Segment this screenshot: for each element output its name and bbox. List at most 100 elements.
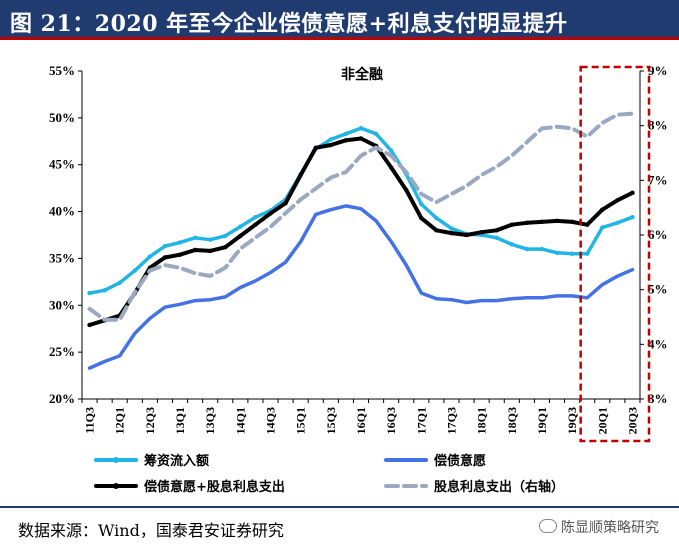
series-2-point [358, 136, 364, 141]
series-2-point [524, 220, 530, 226]
series-2-point [238, 233, 243, 239]
x-tick-label: 13Q3 [203, 407, 217, 434]
series-2-point [404, 187, 409, 193]
series-2-point [464, 232, 469, 238]
series-0-point [554, 250, 560, 256]
line-chart: 非全融 20% 25% 30% 35% 40% 45% 50% 55% 3% 4% 5% 6% 7% 8%… [49, 63, 668, 495]
series-2-point [87, 322, 92, 328]
series-0-point [238, 224, 243, 229]
x-tick-label: 14Q3 [264, 407, 278, 434]
series-2-point [509, 222, 515, 227]
highlight-box [579, 65, 651, 443]
series-2-point [268, 211, 273, 216]
x-tick-label: 16Q1 [354, 407, 368, 434]
series-2-point [328, 142, 334, 148]
series-2-point [283, 200, 288, 206]
series-0-point [569, 251, 575, 256]
x-tick-label: 16Q3 [384, 407, 398, 434]
legend-swatch-marker [113, 457, 119, 463]
y-left-tick-label: 35% [49, 250, 75, 265]
series-0-point [449, 226, 454, 231]
series-2-point [554, 218, 560, 224]
series-0-point [223, 233, 228, 239]
series-0-point [524, 246, 530, 252]
series-0-point [494, 235, 499, 241]
y-left-tick-label: 45% [49, 157, 75, 172]
series-2-point [479, 229, 484, 235]
series-2-point [223, 244, 228, 250]
series-0-point [600, 225, 605, 230]
legend-swatch-marker [113, 483, 119, 489]
watermark-text: 陈显顺策略研究 [561, 520, 659, 536]
series-2-point [419, 215, 424, 221]
x-tick-label: 15Q3 [324, 407, 338, 434]
x-tick-label: 20Q3 [625, 407, 639, 434]
series-0-point [328, 137, 334, 142]
series-0-point [102, 288, 107, 293]
series-2-point [298, 172, 303, 178]
y-left-tick-label: 55% [49, 63, 75, 78]
series-2-point [434, 228, 439, 233]
y-right-tick-label: 6% [648, 227, 668, 242]
series-line-3 [87, 111, 635, 322]
series-0-point [162, 244, 168, 249]
y-left-tick-label: 25% [49, 344, 75, 359]
series-0-point [630, 214, 635, 220]
series-2-point [494, 228, 499, 233]
watermark: 陈显顺策略研究 [539, 517, 659, 537]
series-2-point [253, 222, 258, 227]
series-0-point [509, 242, 515, 247]
y-right-tick-label: 4% [648, 336, 668, 351]
x-tick-label: 12Q1 [113, 407, 127, 434]
series-0-point [192, 235, 198, 241]
series-2-point [539, 219, 545, 225]
legend-label-0: 筹资流入额 [144, 453, 209, 469]
chart-title: 非全融 [341, 66, 383, 83]
y-right-tick-label: 7% [648, 172, 668, 187]
series-2-point [162, 255, 168, 260]
x-tick-label: 15Q1 [294, 407, 308, 434]
series-0-point [585, 251, 590, 256]
title-bar: 图 21：2020 年至今企业偿债意愿+利息支付明显提升 [0, 0, 679, 40]
series-line-1 [87, 204, 635, 370]
y-right-tick-label: 5% [648, 282, 668, 297]
series-0-point [147, 254, 153, 259]
series-0-point [419, 201, 424, 207]
series-0-point [117, 280, 122, 285]
series-0-point [207, 237, 213, 242]
legend-label-3: 股息利息支出（右轴） [434, 479, 564, 495]
series-2-point [343, 138, 349, 143]
series-2-point [630, 190, 635, 196]
series-0-point [358, 125, 364, 131]
series-0-point [87, 290, 92, 296]
x-tick-label: 12Q3 [143, 407, 157, 434]
series-2-point [569, 219, 575, 225]
source-bar: 数据来源：Wind，国泰君安证券研究 陈显顺策略研究 [0, 506, 679, 545]
y-right-tick-label: 8% [648, 118, 668, 133]
series-2-point [313, 145, 318, 151]
y-left-tick-label: 50% [49, 110, 75, 125]
series-2-point [585, 222, 590, 227]
y-right-tick-label: 9% [648, 63, 668, 78]
y-right-tick-label: 3% [648, 391, 668, 406]
x-tick-label: 11Q3 [83, 407, 97, 434]
series-0-point [343, 131, 349, 136]
series-0-point [132, 268, 137, 273]
wechat-icon [539, 519, 557, 533]
series-0-point [177, 240, 183, 245]
series-0-point [388, 148, 394, 153]
y-left-tick-label: 20% [49, 391, 75, 406]
x-tick-label: 18Q3 [505, 407, 519, 434]
series-0-point [615, 220, 620, 226]
series-0-point [253, 214, 258, 220]
series-2-point [207, 248, 213, 254]
series-2-point [615, 198, 620, 203]
series-2-point [177, 252, 183, 257]
y-left-tick-label: 30% [49, 297, 75, 312]
x-tick-label: 20Q1 [595, 407, 609, 434]
x-tick-label: 13Q1 [173, 407, 187, 434]
series-0-point [373, 131, 379, 136]
series-2-point [449, 230, 454, 236]
source-note: 数据来源：Wind，国泰君安证券研究 [18, 521, 284, 540]
series-0-point [539, 246, 545, 252]
